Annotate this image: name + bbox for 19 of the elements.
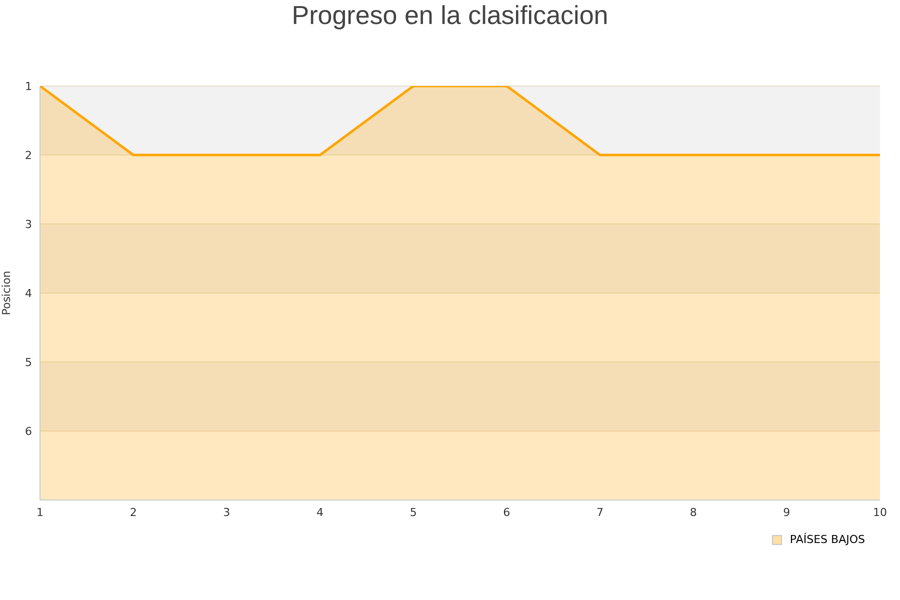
x-tick-label: 8 xyxy=(690,506,697,519)
y-tick-label: 3 xyxy=(25,218,32,231)
y-tick-label: 4 xyxy=(25,286,32,300)
y-tick-label: 6 xyxy=(25,424,32,438)
x-tick-label: 10 xyxy=(873,506,887,519)
x-tick-label: 5 xyxy=(410,506,417,519)
x-tick-label: 4 xyxy=(316,506,324,519)
legend-label: PAÍSES BAJOS xyxy=(790,533,865,546)
x-tick-label: 6 xyxy=(503,506,510,519)
y-tick-label: 2 xyxy=(25,148,32,162)
x-tick-label: 9 xyxy=(783,506,790,519)
x-tick-label: 7 xyxy=(596,506,604,519)
x-tick-label: 3 xyxy=(223,506,230,519)
x-tick-label: 2 xyxy=(130,506,137,519)
y-axis-title: Posicion xyxy=(0,270,13,316)
y-tick-label: 5 xyxy=(25,356,32,369)
y-tick-label: 1 xyxy=(25,80,32,93)
chart-title: Progreso en la clasificacion xyxy=(290,0,610,31)
x-tick-label: 1 xyxy=(36,506,44,519)
